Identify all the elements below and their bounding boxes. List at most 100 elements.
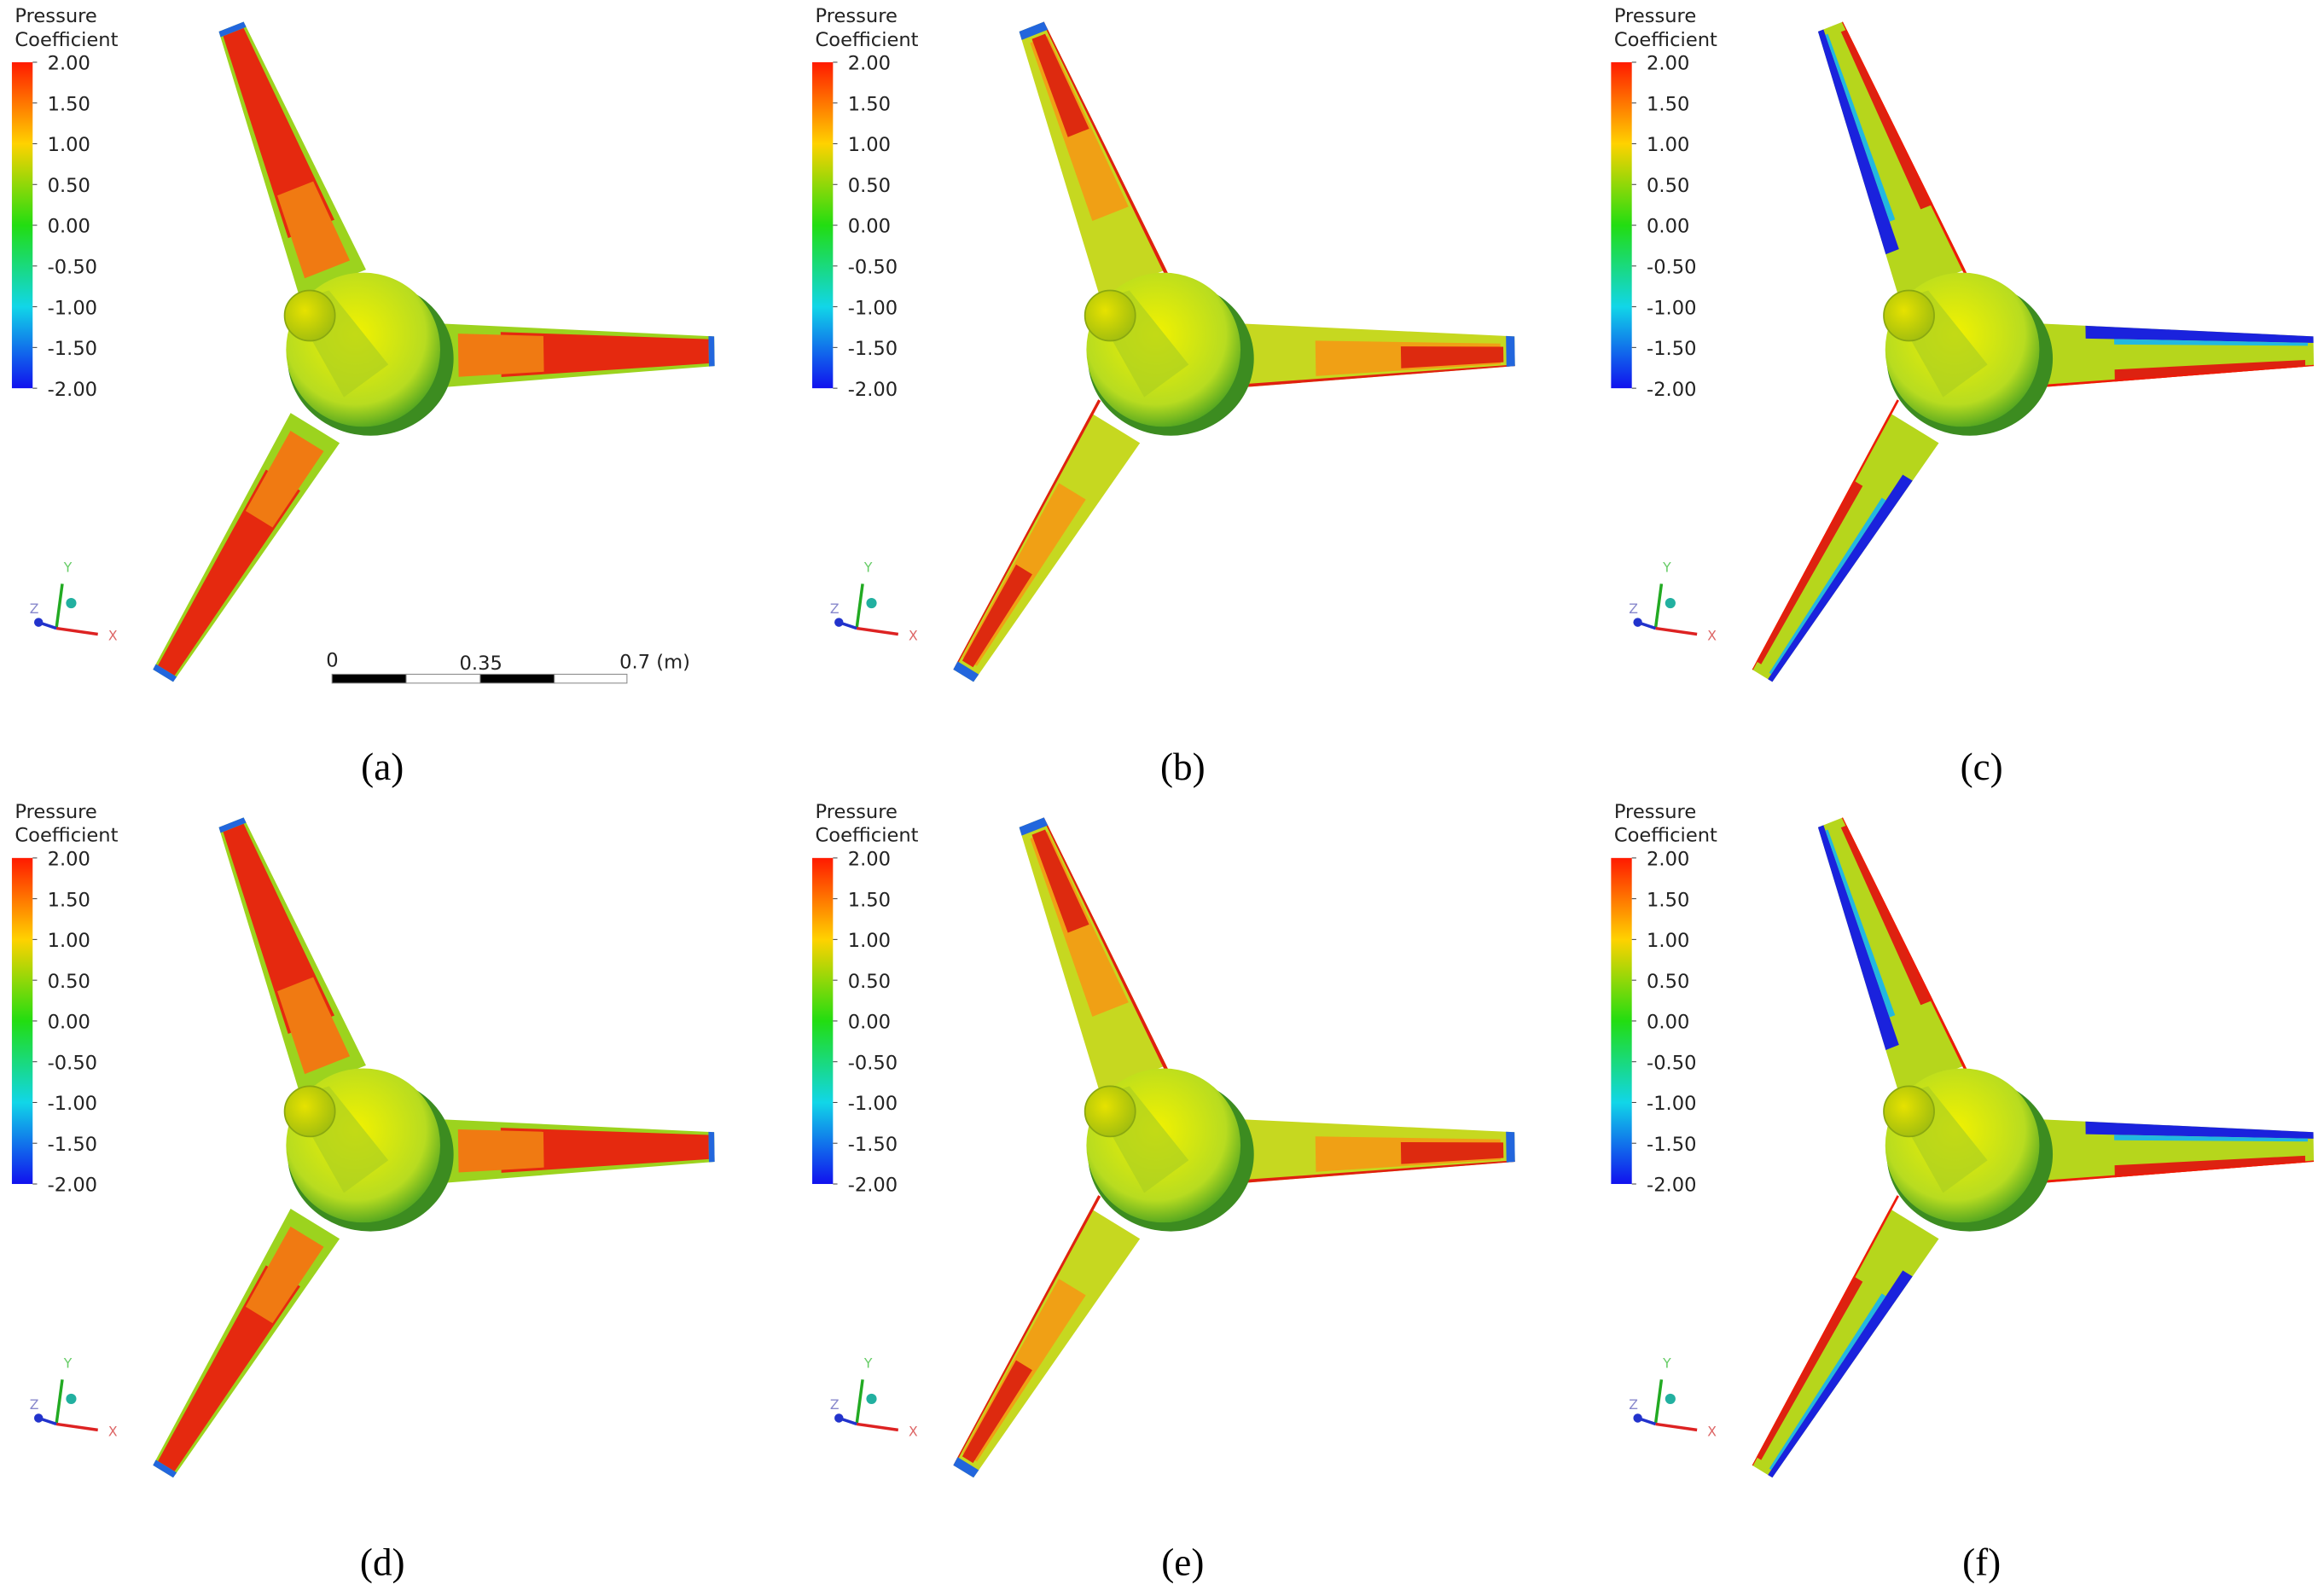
colorbar-tick-label: 2.00 bbox=[848, 53, 891, 75]
colorbar-tick-label: 0.50 bbox=[1647, 971, 1689, 993]
pressure-region bbox=[245, 431, 324, 528]
colorbar-tick-label: -2.00 bbox=[1647, 1175, 1696, 1197]
pressure-region bbox=[1019, 21, 1049, 40]
legend-title: Coefficient bbox=[1614, 29, 1717, 51]
blade bbox=[218, 817, 366, 1092]
pressure-region bbox=[1817, 21, 1966, 297]
axis-label-x: X bbox=[108, 627, 118, 643]
pressure-region bbox=[2114, 339, 2309, 346]
scale-label: 0.35 bbox=[460, 653, 503, 675]
colorbar bbox=[812, 857, 834, 1185]
axis-x bbox=[856, 1422, 899, 1432]
colorbar-tick-label: -2.00 bbox=[848, 1175, 898, 1197]
legend-title: Pressure bbox=[1614, 5, 1696, 27]
pressure-region bbox=[708, 336, 715, 367]
axis-label-y: Y bbox=[1662, 1355, 1671, 1371]
pressure-region bbox=[1400, 346, 1504, 368]
pressure-region bbox=[962, 564, 1032, 668]
axis-marker bbox=[66, 1393, 77, 1404]
axis-marker bbox=[66, 597, 77, 609]
axis-label-z: Z bbox=[830, 1396, 840, 1413]
pressure-region bbox=[457, 1129, 544, 1173]
axis-origin bbox=[34, 618, 44, 627]
pressure-region bbox=[1752, 413, 1939, 682]
panel-label: (c) bbox=[1961, 746, 2003, 788]
colorbar-tick-label: 0.00 bbox=[1647, 216, 1689, 238]
axis-label-y: Y bbox=[1662, 560, 1671, 576]
axis-y bbox=[855, 1379, 864, 1425]
scale-segment bbox=[479, 673, 555, 684]
pressure-region bbox=[1817, 817, 1966, 1092]
colorbar-tick-label: 1.00 bbox=[1647, 930, 1689, 952]
colorbar-tick-label: -2.00 bbox=[48, 1175, 97, 1197]
pressure-region bbox=[1506, 1131, 1515, 1163]
colorbar-tick-label: -0.50 bbox=[1647, 257, 1696, 279]
scale-segment bbox=[554, 673, 628, 684]
blade bbox=[1817, 817, 1972, 1092]
colorbar-tick-label: -2.00 bbox=[1647, 379, 1696, 401]
axis-y bbox=[55, 1379, 64, 1425]
blade bbox=[2029, 1119, 2315, 1185]
pressure-region bbox=[953, 1195, 1101, 1466]
colorbar-tick-label: 1.50 bbox=[848, 889, 891, 911]
hub-nose bbox=[283, 289, 336, 342]
pressure-region bbox=[1840, 29, 1933, 210]
legend-title: Pressure bbox=[815, 801, 897, 823]
axis-label-x: X bbox=[909, 627, 918, 643]
pressure-region bbox=[953, 1457, 979, 1478]
scale-segment bbox=[405, 673, 481, 684]
axis-label-y: Y bbox=[63, 1355, 73, 1371]
axis-label-z: Z bbox=[1629, 601, 1638, 617]
pressure-region bbox=[2085, 1121, 2314, 1139]
legend-title: Coefficient bbox=[815, 29, 918, 51]
pressure-region bbox=[1840, 825, 1933, 1006]
legend-title: Pressure bbox=[15, 801, 96, 823]
blade bbox=[443, 1119, 715, 1183]
axis-label-y: Y bbox=[863, 1355, 873, 1371]
colorbar-tick-label: -1.00 bbox=[1647, 297, 1696, 319]
scale-label: 0 bbox=[326, 650, 338, 672]
colorbar-tick-label: -0.50 bbox=[48, 257, 97, 279]
axis-origin bbox=[1633, 618, 1642, 627]
colorbar-tick-label: -1.00 bbox=[1647, 1093, 1696, 1115]
axis-origin bbox=[834, 1413, 844, 1423]
colorbar-tick-label: -1.50 bbox=[1647, 1134, 1696, 1156]
axis-origin bbox=[1633, 1413, 1642, 1423]
pressure-region bbox=[1841, 21, 1972, 284]
colorbar-tick-label: -1.00 bbox=[848, 297, 898, 319]
axis-label-z: Z bbox=[30, 1396, 39, 1413]
scale-bar: 0 0.35 0.7 (m) bbox=[326, 650, 690, 684]
pressure-region bbox=[218, 21, 247, 38]
panel-label: (d) bbox=[360, 1541, 405, 1584]
pressure-region bbox=[1230, 1160, 1515, 1185]
pressure-region bbox=[153, 1459, 177, 1478]
panel-label: (a) bbox=[361, 746, 404, 788]
blade bbox=[2029, 323, 2315, 389]
pressure-region bbox=[1825, 33, 1896, 222]
axis-origin bbox=[34, 1413, 44, 1423]
axis-label-x: X bbox=[909, 1423, 918, 1439]
axis-origin bbox=[834, 618, 844, 627]
pressure-region bbox=[1769, 1293, 1886, 1471]
colorbar-tick-label: 0.50 bbox=[48, 971, 90, 993]
axis-label-y: Y bbox=[863, 560, 873, 576]
colorbar bbox=[812, 61, 834, 389]
colorbar-tick-label: -1.50 bbox=[848, 338, 898, 360]
axis-x bbox=[55, 1422, 98, 1432]
colorbar-tick-label: 2.00 bbox=[848, 849, 891, 871]
scale-label: 0.7 (m) bbox=[619, 651, 690, 673]
blade bbox=[1230, 323, 1515, 389]
colorbar bbox=[11, 61, 33, 389]
hub-nose bbox=[1084, 289, 1136, 342]
panel-label: (b) bbox=[1160, 746, 1206, 788]
colorbar-tick-label: 0.00 bbox=[1647, 1012, 1689, 1034]
pressure-region bbox=[1752, 1195, 1899, 1466]
panel-label: (f) bbox=[1962, 1541, 2001, 1584]
axis-marker bbox=[866, 597, 877, 609]
colorbar-tick-label: 2.00 bbox=[48, 849, 90, 871]
scale-segment bbox=[331, 673, 407, 684]
pressure-region bbox=[708, 1131, 715, 1163]
colorbar-tick-label: 1.50 bbox=[1647, 889, 1689, 911]
legend-title: Coefficient bbox=[815, 825, 918, 847]
